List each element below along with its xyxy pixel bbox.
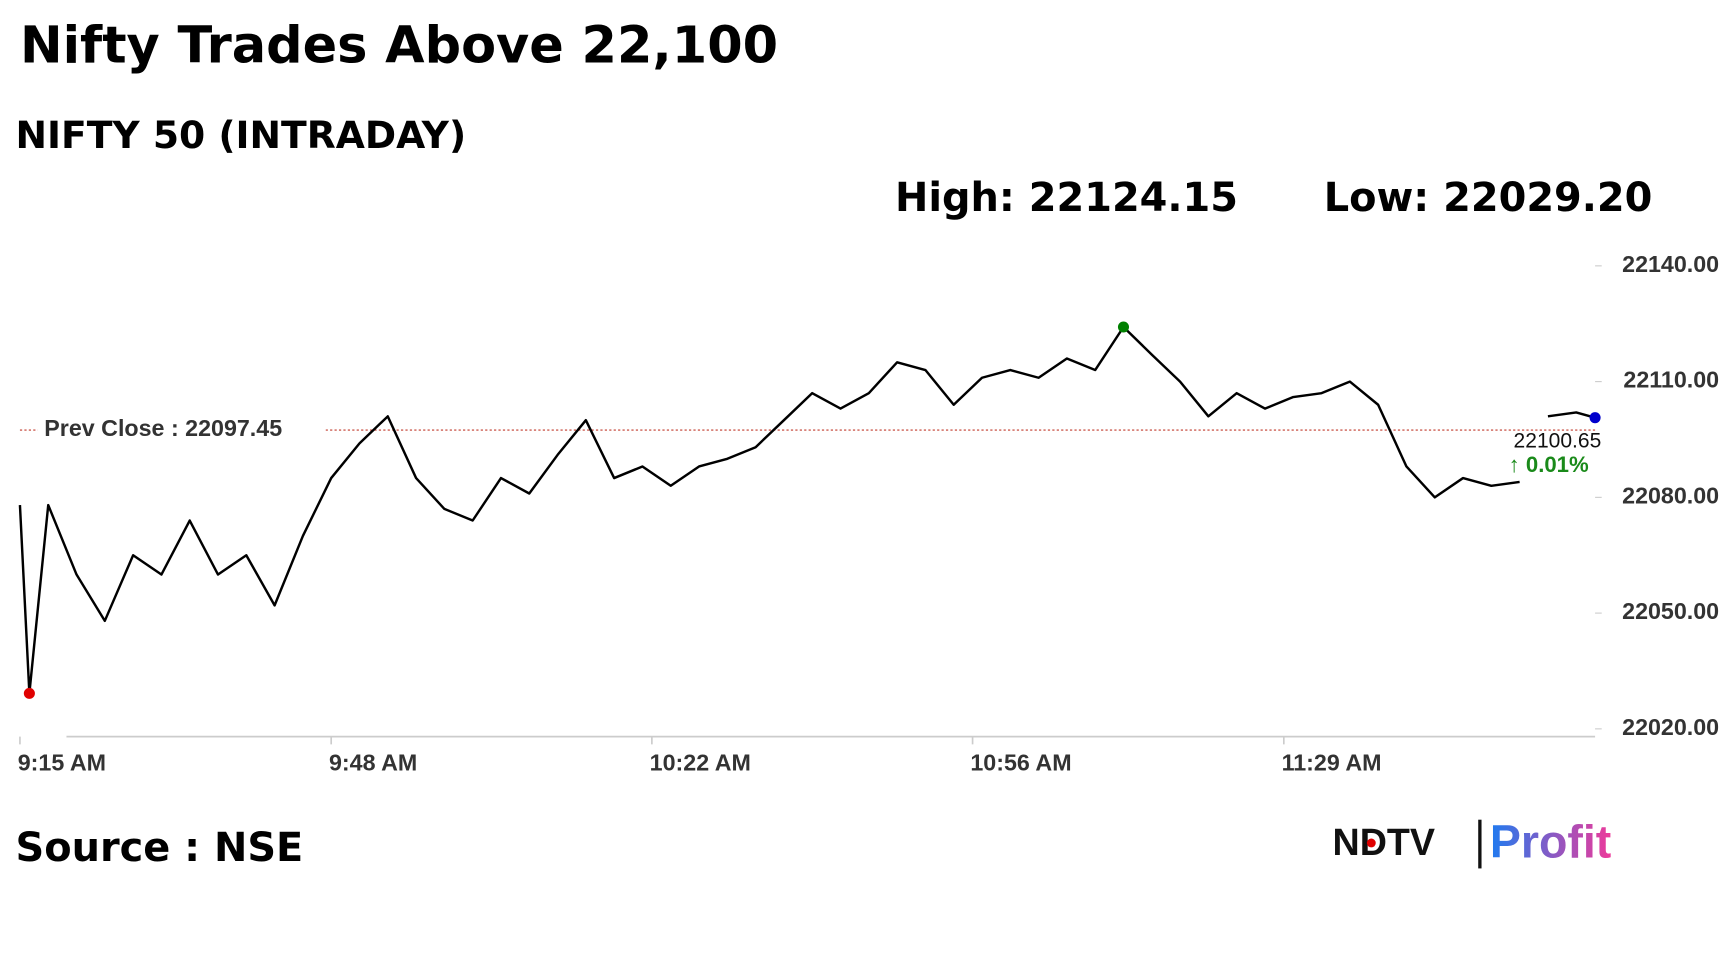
y-tick-label: 22050.00: [1622, 598, 1719, 624]
x-tick-label: 9:48 AM: [329, 749, 417, 775]
x-tick-label: 11:29 AM: [1282, 749, 1382, 775]
prev-close-label: Prev Close : 22097.45: [44, 415, 282, 441]
line: [18, 325, 1596, 695]
y-tick-label: 22110.00: [1623, 367, 1719, 393]
prev-close-bg: [37, 414, 326, 446]
y-tick-label: 22140.00: [1622, 251, 1719, 277]
chart-subtitle: NIFTY 50 (INTRADAY): [16, 113, 467, 157]
logo-dot: [1366, 838, 1376, 848]
y-tick-label: 22080.00: [1622, 482, 1719, 508]
high-marker: [1117, 321, 1130, 333]
last-value-label: 22100.65: [1514, 430, 1602, 453]
x-tick-label: 9:15 AM: [18, 749, 106, 775]
change-label: ↑ 0.01%: [1509, 452, 1589, 477]
logo-left: NDTV: [1333, 821, 1436, 863]
high-text: High: 22124.15: [895, 175, 1238, 221]
last-marker: [1589, 412, 1601, 424]
x-tick-label: 10:56 AM: [970, 749, 1071, 775]
low-marker: [23, 687, 35, 699]
chart-title: Nifty Trades Above 22,100: [20, 17, 778, 76]
logo: NDTV Profit: [1333, 815, 1611, 869]
logo-right: Profit: [1490, 815, 1611, 867]
y-tick-label: 22020.00: [1622, 714, 1719, 740]
source: Source : NSE: [16, 825, 304, 871]
x-tick-label: 10:22 AM: [650, 749, 751, 775]
low-text: Low: 22029.20: [1324, 175, 1653, 221]
